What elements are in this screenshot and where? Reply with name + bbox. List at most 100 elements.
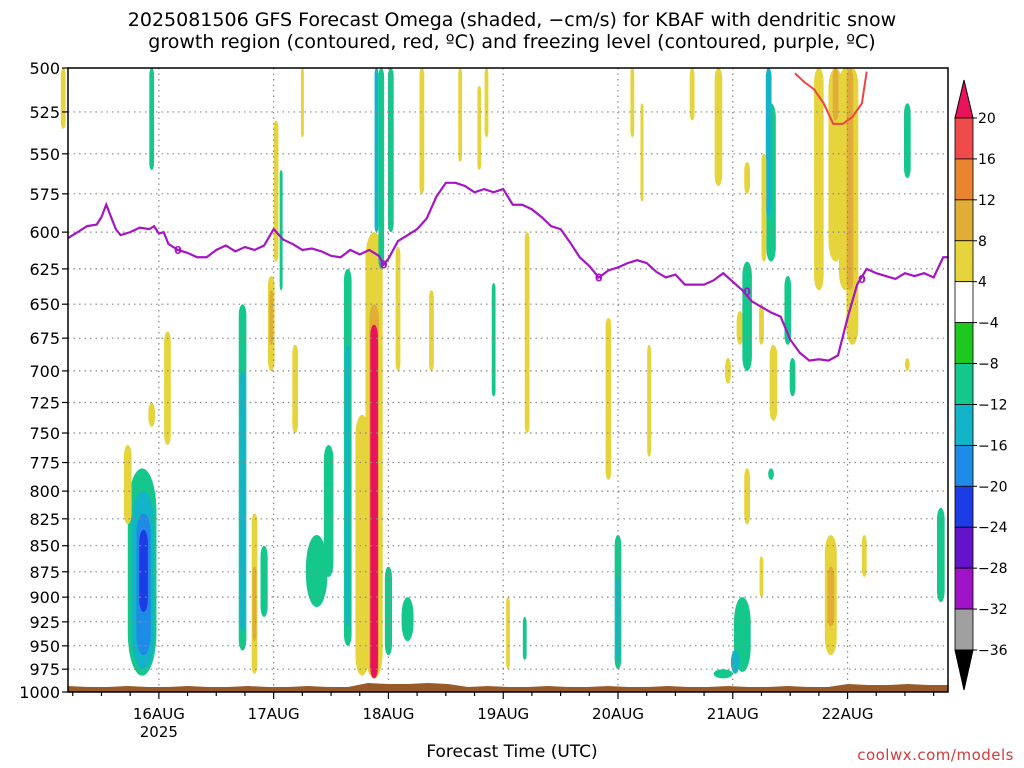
y-axis: 500 525 550 575 600 625 650 675 700 725 750 775 800 8… (19, 59, 68, 702)
colorbar-label: −20 (978, 479, 1008, 495)
y-tick-label: 575 (29, 185, 60, 204)
omega-cell (827, 566, 835, 627)
colorbar-swatch (954, 158, 974, 201)
y-tick-label: 800 (29, 482, 60, 501)
colorbar-swatch (954, 567, 974, 610)
omega-cell (300, 68, 304, 138)
omega-cell (345, 344, 350, 627)
omega-cell (789, 357, 796, 397)
omega-cell (846, 68, 854, 291)
plot-frame (67, 67, 949, 693)
colorbar-label: 4 (978, 275, 987, 291)
omega-cell (139, 529, 148, 613)
y-tick-label: 700 (29, 362, 60, 381)
omega-cell (149, 68, 155, 171)
y-tick-label: 550 (29, 145, 60, 164)
dgz-isotherm-line (794, 71, 868, 125)
x-tick-label: 22AUG (822, 705, 874, 723)
omega-cell (384, 566, 393, 656)
omega-cell (269, 290, 274, 345)
omega-cell (305, 535, 328, 608)
colorbar-label: 12 (978, 193, 996, 209)
colorbar-label: −28 (978, 561, 1008, 577)
omega-cell (730, 650, 740, 674)
colorbar-swatch (954, 485, 974, 528)
omega-cell (323, 444, 334, 577)
colorbar-swatch (954, 363, 974, 405)
y-tick-label: 750 (29, 424, 60, 443)
plot-area: 0 0 0 0 0 (60, 67, 949, 693)
omega-cell (759, 556, 764, 598)
omega-cell (279, 170, 283, 291)
colorbar-swatch (954, 117, 974, 160)
omega-cell (374, 68, 379, 233)
omega-cell (370, 324, 378, 679)
omega-cell (768, 468, 774, 480)
y-tick-label: 600 (29, 223, 60, 242)
x-tick-label-year: 2025 (140, 723, 178, 741)
omega-cell (60, 68, 66, 129)
colorbar-swatch (954, 199, 974, 242)
omega-cell (733, 597, 751, 672)
colorbar-label: −36 (978, 643, 1008, 659)
omega-cell (769, 344, 778, 421)
freezing-level-label: 0 (743, 286, 751, 299)
colorbar: 20 16 12 8 4 −4 −8 −12 −16 −20 −24 −28 −32 −36 (954, 79, 1008, 691)
omega-cell (378, 68, 385, 269)
credit-text[interactable]: coolwx.com/models (857, 746, 1014, 764)
omega-cell (506, 597, 510, 670)
omega-cell (736, 311, 744, 345)
omega-cell (605, 317, 612, 480)
freezing-level-label: 0 (858, 273, 866, 286)
omega-cell (765, 68, 772, 218)
colorbar-label: −4 (978, 316, 999, 332)
colorbar-label: 20 (978, 111, 996, 127)
y-tick-label: 775 (29, 454, 60, 473)
colorbar-label: −12 (978, 397, 1008, 413)
omega-cell (387, 68, 394, 233)
x-tick-label: 21AUG (707, 705, 759, 723)
omega-cell (401, 597, 414, 642)
omega-cell (759, 304, 764, 345)
y-tick-label: 925 (29, 613, 60, 632)
omega-cell (458, 68, 463, 162)
chart-title-line2: growth region (contoured, red, ºC) and f… (148, 31, 876, 53)
omega-cell (522, 616, 527, 660)
x-tick-label: 18AUG (362, 705, 414, 723)
colorbar-label: −16 (978, 438, 1008, 454)
omega-cell (164, 331, 171, 445)
omega-cell (714, 68, 723, 186)
plot-background (68, 68, 948, 692)
y-tick-label: 725 (29, 393, 60, 412)
omega-shading (60, 68, 945, 679)
omega-cell (491, 283, 496, 397)
y-tick-label: 875 (29, 563, 60, 582)
omega-cell (761, 153, 767, 262)
omega-cell (713, 669, 733, 679)
omega-cell (395, 247, 401, 371)
y-tick-label: 525 (29, 103, 60, 122)
omega-cell (904, 103, 911, 179)
omega-cell (742, 261, 752, 371)
y-tick-label: 500 (29, 59, 60, 78)
omega-cell (744, 468, 750, 525)
colorbar-swatch (954, 281, 974, 324)
omega-cell (484, 68, 489, 138)
x-axis-label: Forecast Time (UTC) (426, 742, 598, 762)
colorbar-swatch (954, 444, 974, 487)
omega-cell (123, 444, 132, 525)
y-tick-label: 625 (29, 260, 60, 279)
colorbar-label: −8 (978, 357, 999, 373)
omega-cell (477, 85, 482, 171)
freezing-level-label: 0 (380, 259, 388, 272)
y-tick-label: 950 (29, 637, 60, 656)
freezing-level-label: 0 (595, 271, 603, 284)
omega-cell (292, 344, 299, 434)
y-tick-label: 1000 (19, 683, 60, 702)
omega-cell (429, 290, 434, 371)
colorbar-label: 8 (978, 234, 987, 250)
chart-title-line1: 2025081506 GFS Forecast Omega (shaded, −… (127, 9, 897, 31)
grid (68, 68, 948, 692)
omega-cell (524, 232, 530, 434)
